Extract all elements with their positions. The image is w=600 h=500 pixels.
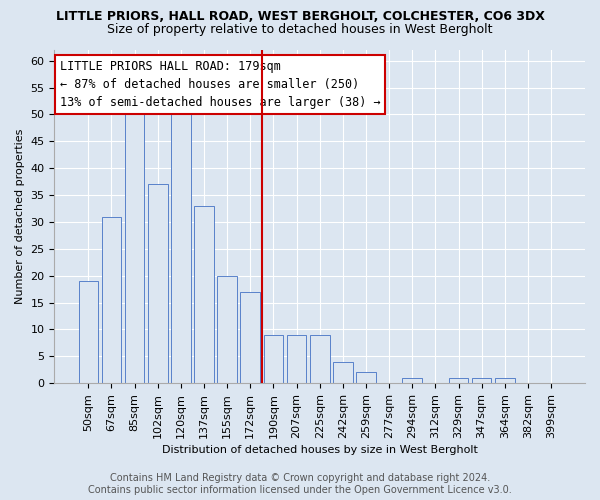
Bar: [403, 378, 422, 383]
Text: LITTLE PRIORS HALL ROAD: 179sqm
← 87% of detached houses are smaller (250)
13% o: LITTLE PRIORS HALL ROAD: 179sqm ← 87% of…: [60, 60, 380, 109]
Bar: [101, 216, 121, 383]
Bar: [125, 114, 145, 383]
Text: Contains HM Land Registry data © Crown copyright and database right 2024.
Contai: Contains HM Land Registry data © Crown c…: [88, 474, 512, 495]
Text: LITTLE PRIORS, HALL ROAD, WEST BERGHOLT, COLCHESTER, CO6 3DX: LITTLE PRIORS, HALL ROAD, WEST BERGHOLT,…: [56, 10, 544, 23]
Bar: [333, 362, 353, 383]
Bar: [310, 335, 329, 383]
Bar: [287, 335, 307, 383]
Text: Size of property relative to detached houses in West Bergholt: Size of property relative to detached ho…: [107, 22, 493, 36]
Bar: [495, 378, 515, 383]
Bar: [472, 378, 491, 383]
Bar: [241, 292, 260, 383]
Y-axis label: Number of detached properties: Number of detached properties: [15, 129, 25, 304]
Bar: [194, 206, 214, 383]
Bar: [217, 276, 237, 383]
Bar: [263, 335, 283, 383]
Bar: [449, 378, 469, 383]
Bar: [171, 114, 191, 383]
Bar: [356, 372, 376, 383]
Bar: [148, 184, 167, 383]
X-axis label: Distribution of detached houses by size in West Bergholt: Distribution of detached houses by size …: [162, 445, 478, 455]
Bar: [79, 281, 98, 383]
